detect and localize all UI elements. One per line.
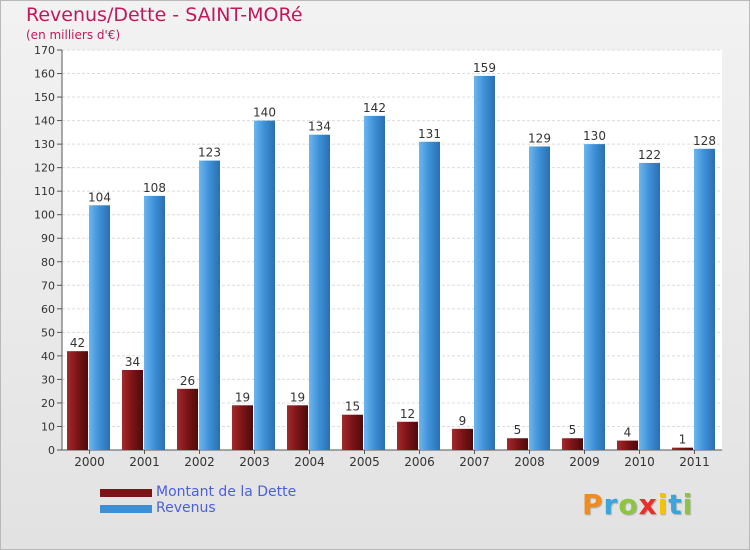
- data-label-dette-2005: 15: [345, 400, 360, 414]
- x-tick-label-2002: 2002: [184, 455, 215, 469]
- logo-letter: o: [618, 488, 639, 521]
- legend-label-debt: Montant de la Dette: [156, 484, 297, 500]
- data-label-revenus-2004: 134: [308, 120, 331, 134]
- data-label-dette-2008: 5: [514, 423, 522, 437]
- data-label-dette-2000: 42: [70, 336, 85, 350]
- data-label-dette-2001: 34: [125, 355, 140, 369]
- y-tick-label: 120: [34, 162, 55, 175]
- x-tick-label-2010: 2010: [624, 455, 655, 469]
- y-tick-label: 0: [48, 444, 55, 457]
- y-tick-label: 80: [41, 256, 55, 269]
- y-tick-label: 40: [41, 350, 55, 363]
- data-label-dette-2011: 1: [679, 433, 687, 447]
- bar-dette-2010: [617, 440, 638, 450]
- bar-dette-2002: [177, 388, 198, 450]
- data-label-revenus-2005: 142: [363, 101, 386, 115]
- bar-revenus-2004: [309, 134, 330, 451]
- y-tick-label: 90: [41, 232, 55, 245]
- bar-dette-2000: [67, 351, 88, 450]
- bar-revenus-2002: [199, 160, 220, 450]
- y-tick-label: 30: [41, 373, 55, 386]
- data-label-dette-2009: 5: [569, 423, 577, 437]
- bar-dette-2009: [562, 438, 583, 450]
- bar-dette-2011: [672, 447, 693, 450]
- data-label-revenus-2000: 104: [88, 190, 111, 204]
- y-tick-label: 70: [41, 279, 55, 292]
- bar-revenus-2011: [694, 148, 715, 450]
- y-tick-label: 170: [34, 44, 55, 57]
- bar-revenus-2010: [639, 162, 660, 451]
- y-tick-label: 60: [41, 303, 55, 316]
- bar-dette-2008: [507, 438, 528, 450]
- x-tick-label-2008: 2008: [514, 455, 545, 469]
- bar-dette-2007: [452, 428, 473, 450]
- logo-letter: i: [682, 488, 694, 521]
- bar-revenus-2008: [529, 146, 550, 450]
- bar-dette-2006: [397, 421, 418, 450]
- bar-dette-2003: [232, 405, 253, 450]
- y-tick-label: 50: [41, 326, 55, 339]
- legend-label-revenus: Revenus: [156, 500, 216, 516]
- y-tick-label: 20: [41, 397, 55, 410]
- legend-swatch-revenus: [100, 505, 152, 513]
- x-tick-label-2011: 2011: [679, 455, 710, 469]
- bar-revenus-2006: [419, 141, 440, 450]
- x-tick-label-2009: 2009: [569, 455, 600, 469]
- legend-swatch-debt: [100, 489, 152, 497]
- x-tick-label-2004: 2004: [294, 455, 325, 469]
- logo-letter: P: [582, 488, 604, 521]
- y-tick-label: 160: [34, 68, 55, 81]
- data-label-dette-2004: 19: [290, 390, 305, 404]
- data-label-revenus-2011: 128: [693, 134, 716, 148]
- data-label-revenus-2007: 159: [473, 61, 496, 75]
- y-tick-label: 140: [34, 115, 55, 128]
- x-tick-label-2003: 2003: [239, 455, 270, 469]
- data-label-revenus-2008: 129: [528, 131, 551, 145]
- chart-subtitle: (en milliers d'€): [26, 28, 121, 42]
- bars: [67, 75, 715, 451]
- logo-letter: i: [657, 488, 669, 521]
- y-tick-label: 10: [41, 420, 55, 433]
- data-label-revenus-2003: 140: [253, 106, 276, 120]
- bar-revenus-2007: [474, 75, 495, 450]
- bar-revenus-2003: [254, 120, 275, 451]
- data-label-dette-2006: 12: [400, 407, 415, 421]
- data-label-revenus-2001: 108: [143, 181, 166, 195]
- data-label-revenus-2009: 130: [583, 129, 606, 143]
- data-label-dette-2007: 9: [459, 414, 467, 428]
- logo-letter: t: [668, 488, 683, 521]
- x-tick-label-2000: 2000: [74, 455, 105, 469]
- axes: 0 10 20 30 40 50 60 70 80 90 100 110 120 130 140 150 160…: [34, 44, 722, 469]
- data-label-revenus-2006: 131: [418, 127, 441, 141]
- logo-letter: x: [638, 488, 658, 521]
- x-tick-label-2001: 2001: [129, 455, 160, 469]
- data-label-dette-2010: 4: [624, 426, 632, 440]
- proxiti-logo: Proxiti: [582, 488, 693, 521]
- bar-revenus-2000: [89, 205, 110, 450]
- bar-revenus-2001: [144, 195, 165, 450]
- bar-dette-2004: [287, 405, 308, 450]
- y-tick-label: 110: [34, 185, 55, 198]
- data-label-dette-2003: 19: [235, 390, 250, 404]
- chart-title: Revenus/Dette - SAINT-MORé: [26, 4, 303, 26]
- x-tick-label-2007: 2007: [459, 455, 490, 469]
- bar-revenus-2009: [584, 144, 605, 450]
- bar-revenus-2005: [364, 115, 385, 450]
- data-label-dette-2002: 26: [180, 374, 195, 388]
- y-tick-label: 100: [34, 209, 55, 222]
- bar-dette-2005: [342, 414, 363, 450]
- y-tick-label: 130: [34, 138, 55, 151]
- x-tick-label-2005: 2005: [349, 455, 380, 469]
- logo-letter: r: [603, 488, 619, 521]
- bar-dette-2001: [122, 370, 143, 450]
- grid-lines: [62, 49, 722, 451]
- y-tick-label: 150: [34, 91, 55, 104]
- labels: 4210434108261231914019134151421213191595…: [70, 61, 716, 447]
- data-label-revenus-2010: 122: [638, 148, 661, 162]
- data-label-revenus-2002: 123: [198, 146, 221, 160]
- plot-area: [62, 50, 722, 450]
- x-tick-label-2006: 2006: [404, 455, 435, 469]
